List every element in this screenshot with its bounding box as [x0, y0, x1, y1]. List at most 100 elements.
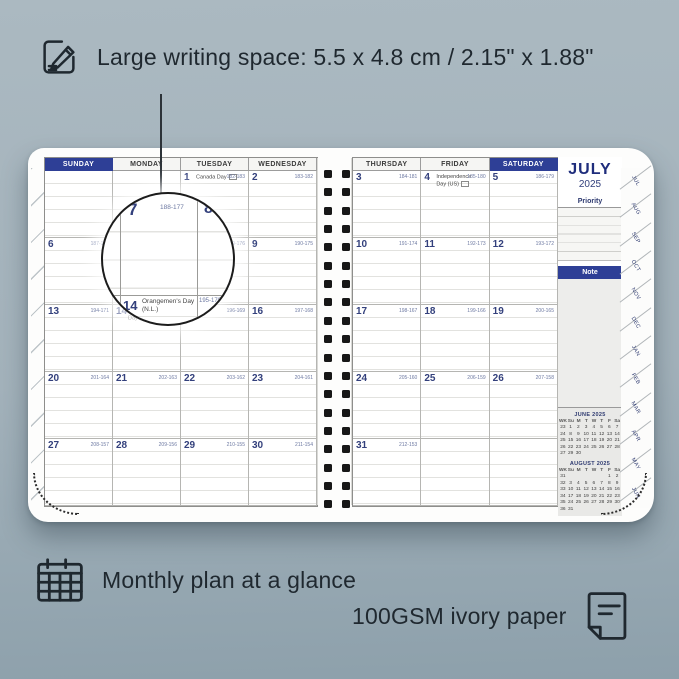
- calendar-cell: 9 190-175: [249, 238, 317, 305]
- date-number: 17: [356, 306, 368, 317]
- binding-hole: [342, 500, 350, 509]
- binding-hole: [342, 298, 350, 307]
- day-of-year-code: 206-159: [467, 374, 486, 381]
- minical-day: 12: [598, 431, 605, 437]
- day-header-sunday: SUNDAY: [45, 158, 113, 171]
- binding-hole: [324, 280, 332, 289]
- minical-day: [613, 451, 621, 457]
- day-header-thursday: THURSDAY: [353, 158, 422, 171]
- calendar-cell: 16 197-168: [249, 305, 317, 372]
- minical-day: 20: [591, 493, 597, 499]
- binding-hole: [324, 170, 332, 178]
- minical-day: 6: [592, 480, 596, 486]
- minical-day: 14: [614, 431, 620, 437]
- calendar-cell: 2 183-182: [249, 171, 317, 238]
- minical-day: [582, 451, 590, 457]
- minical-dow-row: WK Su M T W T F Sa: [559, 419, 621, 425]
- binding-hole: [324, 243, 332, 252]
- minical-dow: WK: [559, 419, 567, 424]
- minical-day: [598, 451, 606, 457]
- day-of-year-code: 187-178: [90, 240, 109, 247]
- month-tab-label: JAN: [630, 344, 641, 358]
- minical-dow: Sa: [614, 419, 621, 424]
- binding-hole: [324, 353, 332, 362]
- date-number: 11: [424, 239, 435, 250]
- date-number: 27: [48, 440, 60, 451]
- day-of-year-code: 197-168: [294, 307, 313, 314]
- calendar-cell: 23 204-161: [249, 372, 317, 439]
- minical-dow: T: [600, 467, 604, 473]
- minical-day: 23: [575, 444, 582, 450]
- calendar-cell: 11 192-173: [421, 238, 490, 305]
- minical-week-row: 26 22 23 24 25 26 27 28: [559, 445, 621, 451]
- month-tab-label: SEP: [629, 230, 642, 245]
- calendar-cell: 19 200-165: [489, 305, 558, 372]
- minical-dow: W: [591, 419, 597, 424]
- minical-day: 25: [560, 438, 566, 444]
- minical-dow: Sa: [614, 467, 621, 473]
- calendar-cell: 20 201-164: [45, 372, 113, 439]
- date-number: 23: [252, 373, 264, 384]
- minical-week-row: 36 31: [559, 507, 621, 513]
- binding-hole: [342, 261, 350, 270]
- binding-hole: [342, 206, 350, 215]
- minical-day: 26: [598, 444, 605, 450]
- minical-day: 16: [575, 438, 582, 444]
- page-edge-left: [317, 158, 318, 505]
- day-of-year-code: 189-176: [226, 240, 245, 247]
- minical-day: 32: [560, 480, 566, 486]
- binding-hole: [342, 280, 350, 289]
- day-of-year-code: 193-172: [535, 240, 554, 247]
- binding-hole: [324, 463, 332, 472]
- binding-hole: [324, 225, 332, 234]
- minical-day: 30: [575, 451, 582, 457]
- day-of-year-code: 192-173: [467, 240, 486, 247]
- magnified-date: 7: [128, 200, 138, 219]
- minical-day: 22: [567, 444, 574, 450]
- calendar-cell: [421, 439, 490, 506]
- date-number: 22: [184, 373, 196, 384]
- priority-lines: [558, 208, 622, 261]
- minical-day: 23: [560, 425, 566, 431]
- minical-day: 34: [560, 493, 566, 499]
- minical-day: 21: [614, 438, 620, 444]
- date-number: 16: [252, 306, 264, 317]
- minical-day: 5: [584, 480, 588, 486]
- month-tab-label: NOV: [629, 287, 642, 302]
- calendar-cell: 4 Independence Day (US) 185-180: [421, 171, 490, 238]
- date-number: 24: [356, 373, 368, 384]
- minical-dow: Su: [567, 467, 574, 473]
- date-number: 28: [116, 440, 128, 451]
- pencil-note-icon: [43, 40, 75, 74]
- calendar-cell: 28 209-156: [113, 439, 181, 506]
- magnified-grid-line: [120, 194, 121, 324]
- day-of-year-code: 210-155: [226, 441, 245, 448]
- minical-day: 2: [577, 425, 580, 431]
- minical-day: 31: [567, 506, 574, 512]
- callout-line: [160, 94, 162, 194]
- minical-day: 26: [560, 444, 566, 450]
- minical-day: 20: [606, 438, 613, 444]
- note-area: [558, 279, 622, 407]
- binding-hole: [342, 170, 350, 178]
- month-title: JULY: [568, 161, 612, 178]
- minical-day: 33: [560, 487, 566, 493]
- day-of-year-code: 204-161: [294, 374, 313, 381]
- date-number: 19: [492, 306, 504, 317]
- minical-day: 7: [615, 425, 619, 431]
- calendar-cell: [45, 171, 113, 238]
- flag-icon: [228, 173, 237, 180]
- month-tab-label: AUG: [629, 202, 642, 217]
- binding-hole: [342, 353, 350, 362]
- date-number: 20: [48, 373, 60, 384]
- priority-label: Priority: [558, 198, 622, 208]
- minical-dow: M: [576, 419, 581, 424]
- calendar-cell: 29 210-155: [181, 439, 249, 506]
- calendar-cell: 12 193-172: [489, 238, 558, 305]
- date-number: 10: [356, 239, 368, 250]
- minical-day: 15: [567, 438, 574, 444]
- binding-hole: [342, 463, 350, 472]
- minical-day: 35: [560, 500, 566, 506]
- binding-hole: [324, 481, 332, 490]
- day-of-year-code: 185-180: [467, 173, 486, 180]
